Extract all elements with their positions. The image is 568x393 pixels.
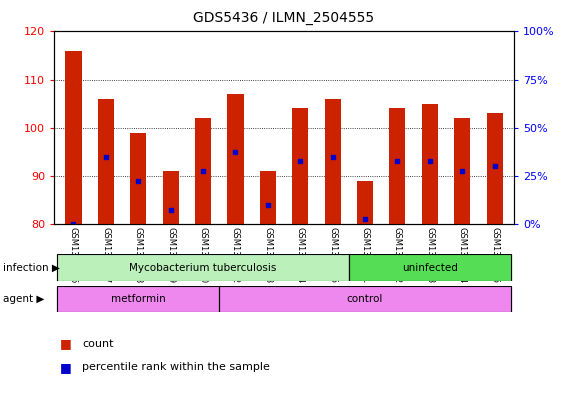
FancyBboxPatch shape	[349, 254, 511, 281]
Bar	[162, 171, 179, 224]
Text: GDS5436 / ILMN_2504555: GDS5436 / ILMN_2504555	[194, 11, 374, 25]
Bar	[349, 254, 511, 281]
Bar	[195, 118, 211, 224]
Bar	[292, 108, 308, 224]
Bar	[227, 94, 244, 224]
Bar	[57, 286, 219, 312]
Text: metformin: metformin	[111, 294, 166, 304]
Bar	[98, 99, 114, 224]
Text: uninfected: uninfected	[402, 263, 458, 273]
Text: control: control	[347, 294, 383, 304]
Text: ■: ■	[60, 361, 72, 374]
FancyBboxPatch shape	[57, 254, 349, 281]
Text: Mycobacterium tuberculosis: Mycobacterium tuberculosis	[130, 263, 277, 273]
Text: agent ▶: agent ▶	[3, 294, 44, 304]
Bar	[260, 171, 276, 224]
Text: percentile rank within the sample: percentile rank within the sample	[82, 362, 270, 373]
Bar	[65, 51, 81, 224]
Bar	[57, 254, 349, 281]
Text: count: count	[82, 339, 114, 349]
Bar	[357, 181, 373, 224]
Text: infection ▶: infection ▶	[3, 263, 60, 273]
Bar	[389, 108, 406, 224]
Text: ■: ■	[60, 337, 72, 351]
Bar	[130, 132, 147, 224]
Bar	[421, 104, 438, 224]
Bar	[454, 118, 470, 224]
Bar	[219, 286, 511, 312]
Bar	[57, 286, 219, 312]
Bar	[487, 113, 503, 224]
Bar	[324, 99, 341, 224]
Bar	[219, 286, 511, 312]
